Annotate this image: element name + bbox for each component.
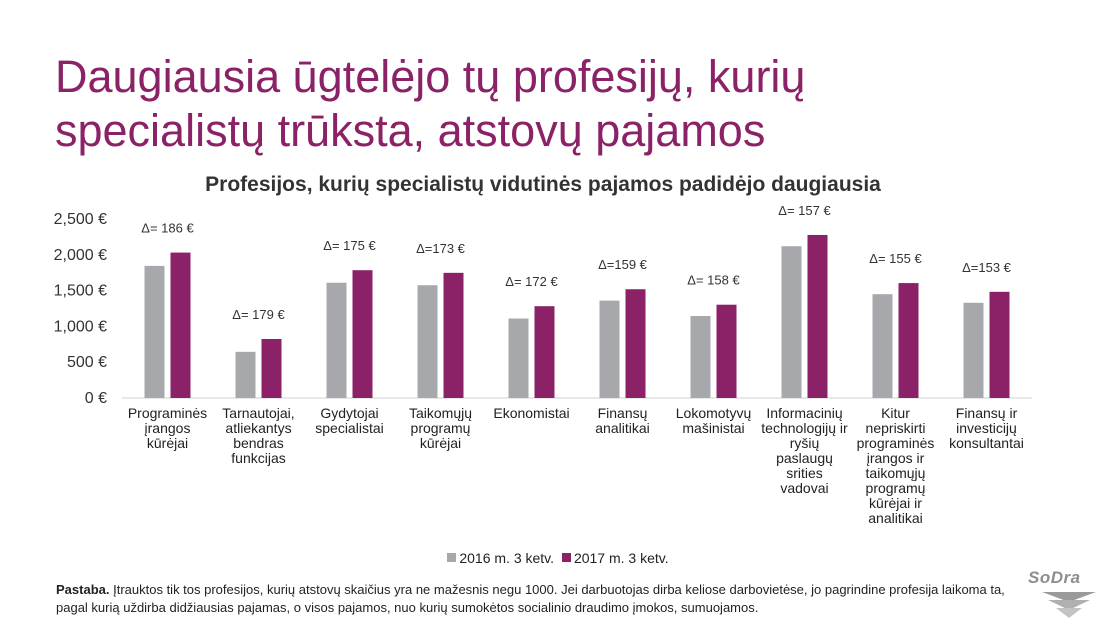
- x-tick-label-line: ryšių: [790, 435, 820, 451]
- x-tick-label: Programinės įrangos kūrėjai: [128, 405, 207, 451]
- x-tick-label: Taikomųjų programų kūrėjai: [409, 405, 472, 451]
- x-tick-label-line: Finansų ir: [956, 405, 1018, 421]
- x-tick-label-line: paslaugų: [776, 450, 833, 466]
- bar: [261, 339, 282, 398]
- x-tick-label-line: programų: [866, 480, 926, 496]
- x-tick-label-line: bendras: [233, 435, 284, 451]
- bar: [807, 234, 828, 398]
- bar: [599, 300, 620, 398]
- x-tick-label-line: kūrėjai: [147, 435, 188, 451]
- x-tick-label: Lokomotyvų mašinistai: [676, 405, 752, 436]
- x-tick-label-line: Informacinių: [766, 405, 842, 421]
- bar: [989, 291, 1010, 398]
- delta-label: Δ= 157 €: [778, 203, 831, 218]
- bar: [352, 270, 373, 398]
- delta-label: Δ= 172 €: [505, 274, 558, 289]
- bar: [326, 282, 347, 398]
- legend-swatch-2017: [561, 553, 571, 562]
- x-tick-label: Ekonomistai: [493, 405, 569, 421]
- delta-label: Δ= 179 €: [232, 307, 285, 322]
- x-tick-label-line: nepriskirti: [866, 420, 926, 436]
- bar: [872, 294, 893, 398]
- x-tick-label-line: Programinės: [128, 405, 207, 421]
- x-tick-label-line: įrangos ir: [867, 450, 925, 466]
- bar: [963, 302, 984, 398]
- x-tick-label-line: mašinistai: [682, 420, 744, 436]
- x-tick-label-line: analitikai: [868, 510, 922, 526]
- delta-label: Δ=173 €: [416, 241, 466, 256]
- x-tick-label-line: Gydytojai: [320, 405, 378, 421]
- bar: [443, 272, 464, 398]
- bar: [235, 351, 256, 398]
- x-tick-label-line: specialistai: [315, 420, 383, 436]
- x-tick-label-line: investicijų: [956, 420, 1017, 436]
- x-tick-label-line: vadovai: [780, 480, 828, 496]
- y-tick-label: 500 €: [67, 354, 107, 371]
- footnote-text: Įtrauktos tik tos profesijos, kurių atst…: [56, 582, 1005, 615]
- x-tick-label-line: Finansų: [598, 405, 648, 421]
- chart-legend: 2016 m. 3 ketv. 2017 m. 3 ketv.: [0, 549, 1116, 566]
- x-tick-label-line: programų: [411, 420, 471, 436]
- legend-swatch-2016: [447, 553, 457, 562]
- bar: [781, 246, 802, 398]
- bar: [716, 304, 737, 398]
- x-tick-label-line: programinės: [857, 435, 935, 451]
- x-tick-label-line: Ekonomistai: [493, 405, 569, 421]
- bar: [417, 285, 438, 398]
- bar: [625, 289, 646, 398]
- slide-title-line-2: specialistų trūksta, atstovų pajamos: [55, 105, 766, 156]
- bar: [508, 318, 529, 398]
- sodra-logo: SoDra: [1028, 568, 1110, 620]
- x-tick-label: Gydytojai specialistai: [315, 405, 383, 436]
- bar: [898, 283, 919, 398]
- x-tick-label-line: technologijų ir: [761, 420, 848, 436]
- bar: [170, 252, 191, 398]
- y-tick-label: 0 €: [85, 390, 107, 407]
- x-tick-label-line: įrangos: [145, 420, 191, 436]
- slide-title-line-1: Daugiausia ūgtelėjo tų profesijų, kurių: [55, 51, 806, 102]
- sodra-logo-text: SoDra: [1028, 568, 1081, 587]
- legend-label-2016: 2016 m. 3 ketv.: [459, 549, 555, 566]
- legend-item-2016: 2016 m. 3 ketv.: [447, 550, 554, 566]
- y-tick-label: 1,500 €: [54, 283, 107, 300]
- legend-item-2017: 2017 m. 3 ketv.: [561, 549, 669, 566]
- x-tick-label-line: konsultantai: [949, 435, 1024, 451]
- bar: [534, 306, 555, 398]
- x-tick-label: Finansų analitikai: [595, 405, 649, 436]
- delta-label: Δ=153 €: [962, 260, 1012, 275]
- x-tick-label: Tarnautojai, atliekantys bendras funkcijas: [222, 405, 294, 466]
- x-tick-label-line: kūrėjai: [420, 435, 461, 451]
- bar: [144, 265, 165, 398]
- footnote-label: Pastaba.: [56, 582, 110, 597]
- sodra-logo-mark-icon: [1042, 592, 1096, 618]
- x-tick-label-line: taikomųjų: [866, 465, 926, 481]
- x-tick-label-line: Tarnautojai,: [222, 405, 294, 421]
- x-tick-label-line: Taikomųjų: [409, 405, 472, 421]
- chart-title: Profesijos, kurių specialistų vidutinės …: [205, 173, 881, 196]
- x-tick-label: Informacinių technologijų ir ryšių paslaugų…: [761, 405, 848, 496]
- legend-label-2017: 2017 m. 3 ketv.: [573, 549, 669, 566]
- bar: [690, 316, 711, 398]
- y-tick-label: 2,500 €: [54, 211, 107, 228]
- delta-label: Δ= 186 €: [141, 221, 194, 236]
- footnote: Pastaba. Įtrauktos tik tos profesijos, k…: [56, 581, 1016, 617]
- y-tick-label: 2,000 €: [54, 247, 107, 264]
- y-tick-label: 1,000 €: [54, 318, 107, 335]
- x-tick-label-line: Lokomotyvų: [676, 405, 752, 421]
- x-tick-label-line: srities: [786, 465, 823, 481]
- delta-label: Δ= 155 €: [869, 251, 922, 266]
- x-tick-label-line: funkcijas: [231, 450, 285, 466]
- x-tick-label-line: atliekantys: [225, 420, 291, 436]
- x-tick-label: Finansų ir investicijų konsultantai: [949, 405, 1024, 451]
- delta-label: Δ= 158 €: [687, 273, 740, 288]
- delta-label: Δ=159 €: [598, 257, 648, 272]
- delta-label: Δ= 175 €: [323, 238, 376, 253]
- x-tick-label-line: analitikai: [595, 420, 649, 436]
- x-tick-label-line: Kitur: [881, 405, 910, 421]
- x-tick-label-line: kūrėjai ir: [869, 495, 922, 511]
- x-tick-label: Kitur nepriskirti programinės įrangos ir tai…: [857, 405, 935, 526]
- slide-title: Daugiausia ūgtelėjo tų profesijų, kurių …: [55, 50, 1055, 158]
